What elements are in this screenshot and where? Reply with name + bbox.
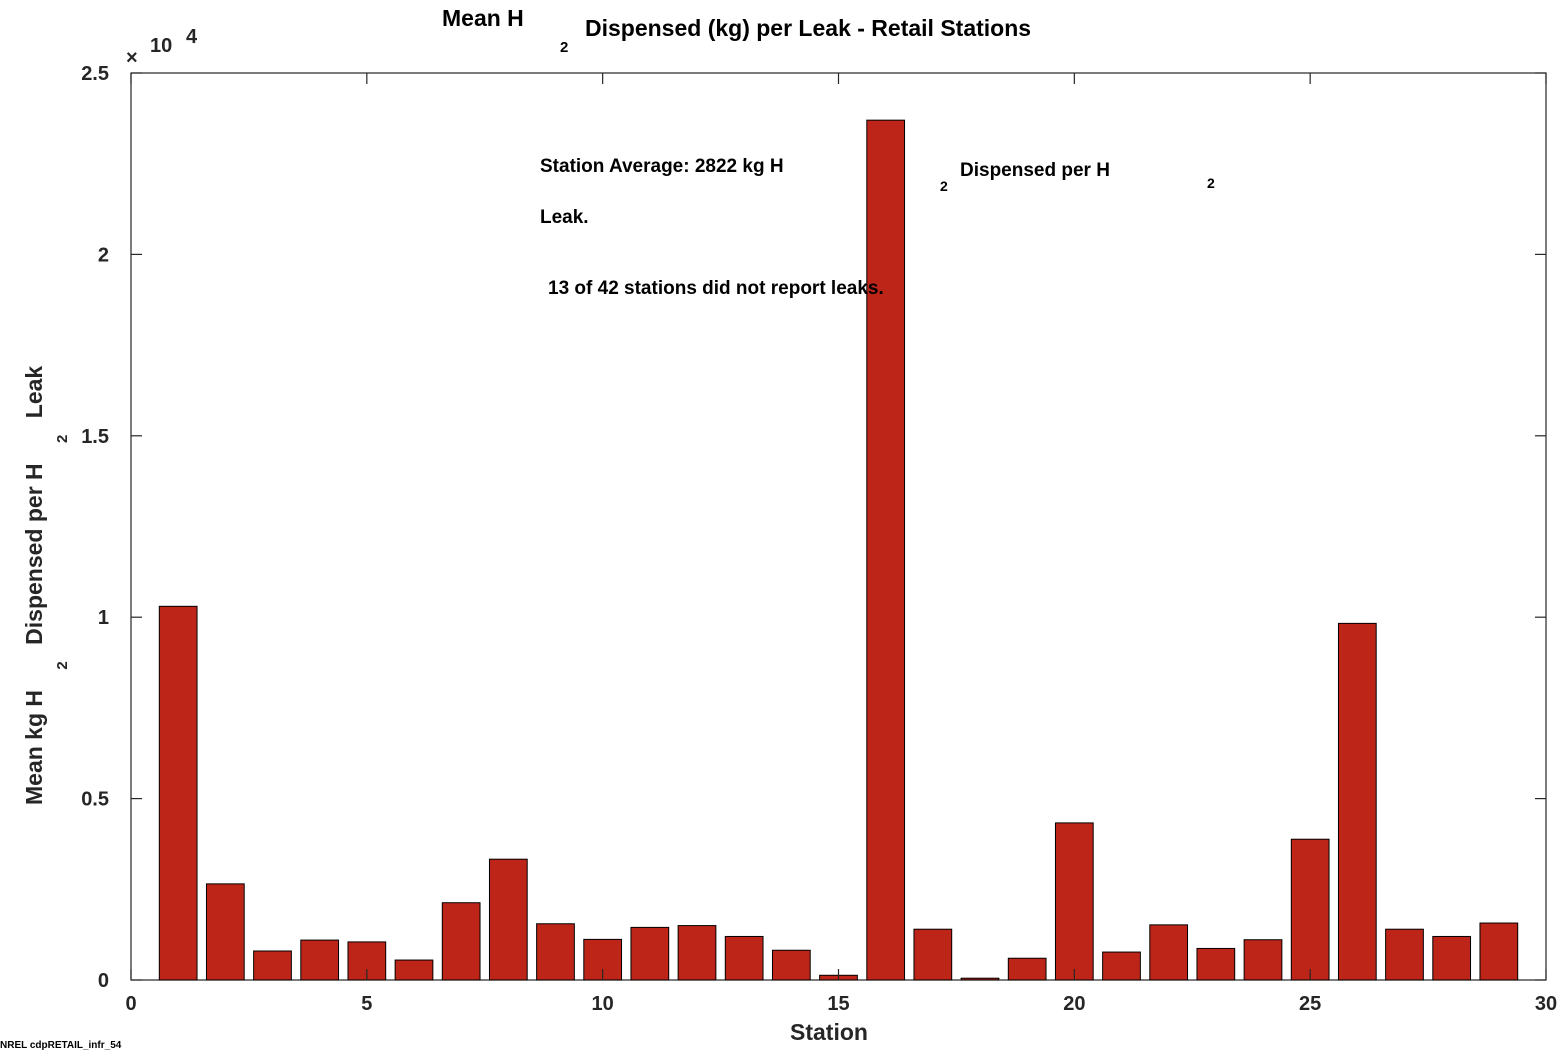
y-axis-title-sub1: 2 (54, 661, 71, 669)
bar-station-27 (1385, 928, 1424, 981)
bars-group (158, 119, 1519, 981)
bar-station-21 (1102, 951, 1141, 981)
bar-station-18 (960, 977, 1000, 981)
chart-title-prefix: Mean H (442, 5, 524, 31)
bar-station-28 (1432, 935, 1472, 981)
bar-station-24 (1243, 939, 1283, 981)
x-tick-label-10: 10 (592, 993, 614, 1015)
bar-station-9 (536, 923, 575, 981)
annotation-line1-mid: Dispensed per H (960, 160, 1110, 181)
y-axis-title: Mean kg H 2 Dispensed per H 2 Leak (21, 366, 72, 805)
annotation-line1-sub: 2 (940, 178, 948, 194)
y-tick-label-0.5: 0.5 (81, 789, 109, 811)
annotation-line1: Station Average: 2822 kg H (540, 156, 784, 177)
x-tick-label-0: 0 (125, 993, 136, 1015)
x-tick-label-15: 15 (827, 993, 849, 1015)
ticks-group: 0 5 10 15 20 25 30 0 0.5 1 1.5 2 2.5 (81, 63, 1557, 1015)
x-axis-title: Station (790, 1019, 868, 1045)
y-tick-label-2.5: 2.5 (81, 63, 109, 85)
y-multiplier-base: 10 (150, 35, 172, 57)
bar-station-12 (677, 925, 717, 981)
svg-text:Mean kg H 2 Dispen: Mean kg H 2 Dispensed per H 2 Leak (21, 366, 72, 805)
bar-station-16 (866, 119, 906, 981)
bar-station-26 (1337, 622, 1377, 981)
plot-area (130, 72, 1547, 981)
annotation-line1-sub2: 2 (1207, 175, 1215, 191)
bar-station-4 (300, 939, 340, 981)
y-tick-label-2: 2 (98, 244, 109, 266)
y-tick-label-1.5: 1.5 (81, 426, 109, 448)
bar-station-11 (630, 926, 670, 981)
x-tick-label-5: 5 (361, 993, 372, 1015)
bar-station-8 (488, 858, 528, 981)
y-axis-title-sub2: 2 (54, 435, 71, 443)
chart-title-subscript: 2 (560, 39, 568, 56)
bar-station-25 (1290, 838, 1330, 981)
x-tick-label-25: 25 (1299, 993, 1321, 1015)
bar-station-7 (441, 902, 481, 981)
y-multiplier-times: × (126, 47, 138, 69)
bar-station-1 (158, 605, 198, 981)
footer-label: NREL cdpRETAIL_infr_54 (0, 1040, 122, 1051)
bar-station-19 (1007, 957, 1047, 981)
bar-station-13 (724, 935, 764, 981)
bar-station-3 (253, 950, 292, 981)
annotation-line3: 13 of 42 stations did not report leaks. (548, 278, 884, 299)
y-multiplier-exponent: 4 (186, 26, 198, 48)
bar-station-20 (1054, 822, 1094, 981)
y-axis-title-part1: Mean kg H (21, 690, 47, 805)
chart-title-suffix: Dispensed (kg) per Leak - Retail Station… (585, 15, 1031, 41)
x-tick-label-20: 20 (1063, 993, 1085, 1015)
bar-station-14 (771, 949, 811, 981)
bar-station-6 (394, 959, 434, 981)
y-axis-title-part3: Leak (21, 366, 47, 419)
bar-station-23 (1196, 947, 1236, 981)
x-tick-label-30: 30 (1535, 993, 1557, 1015)
annotation-line2: Leak. (540, 207, 589, 228)
y-tick-label-1: 1 (98, 607, 109, 629)
y-tick-label-0: 0 (98, 970, 109, 992)
bar-station-29 (1479, 922, 1519, 981)
bar-station-22 (1149, 924, 1189, 981)
y-axis-title-part2: Dispensed per H (21, 463, 47, 645)
bar-station-17 (913, 928, 953, 981)
bar-station-2 (205, 883, 245, 981)
